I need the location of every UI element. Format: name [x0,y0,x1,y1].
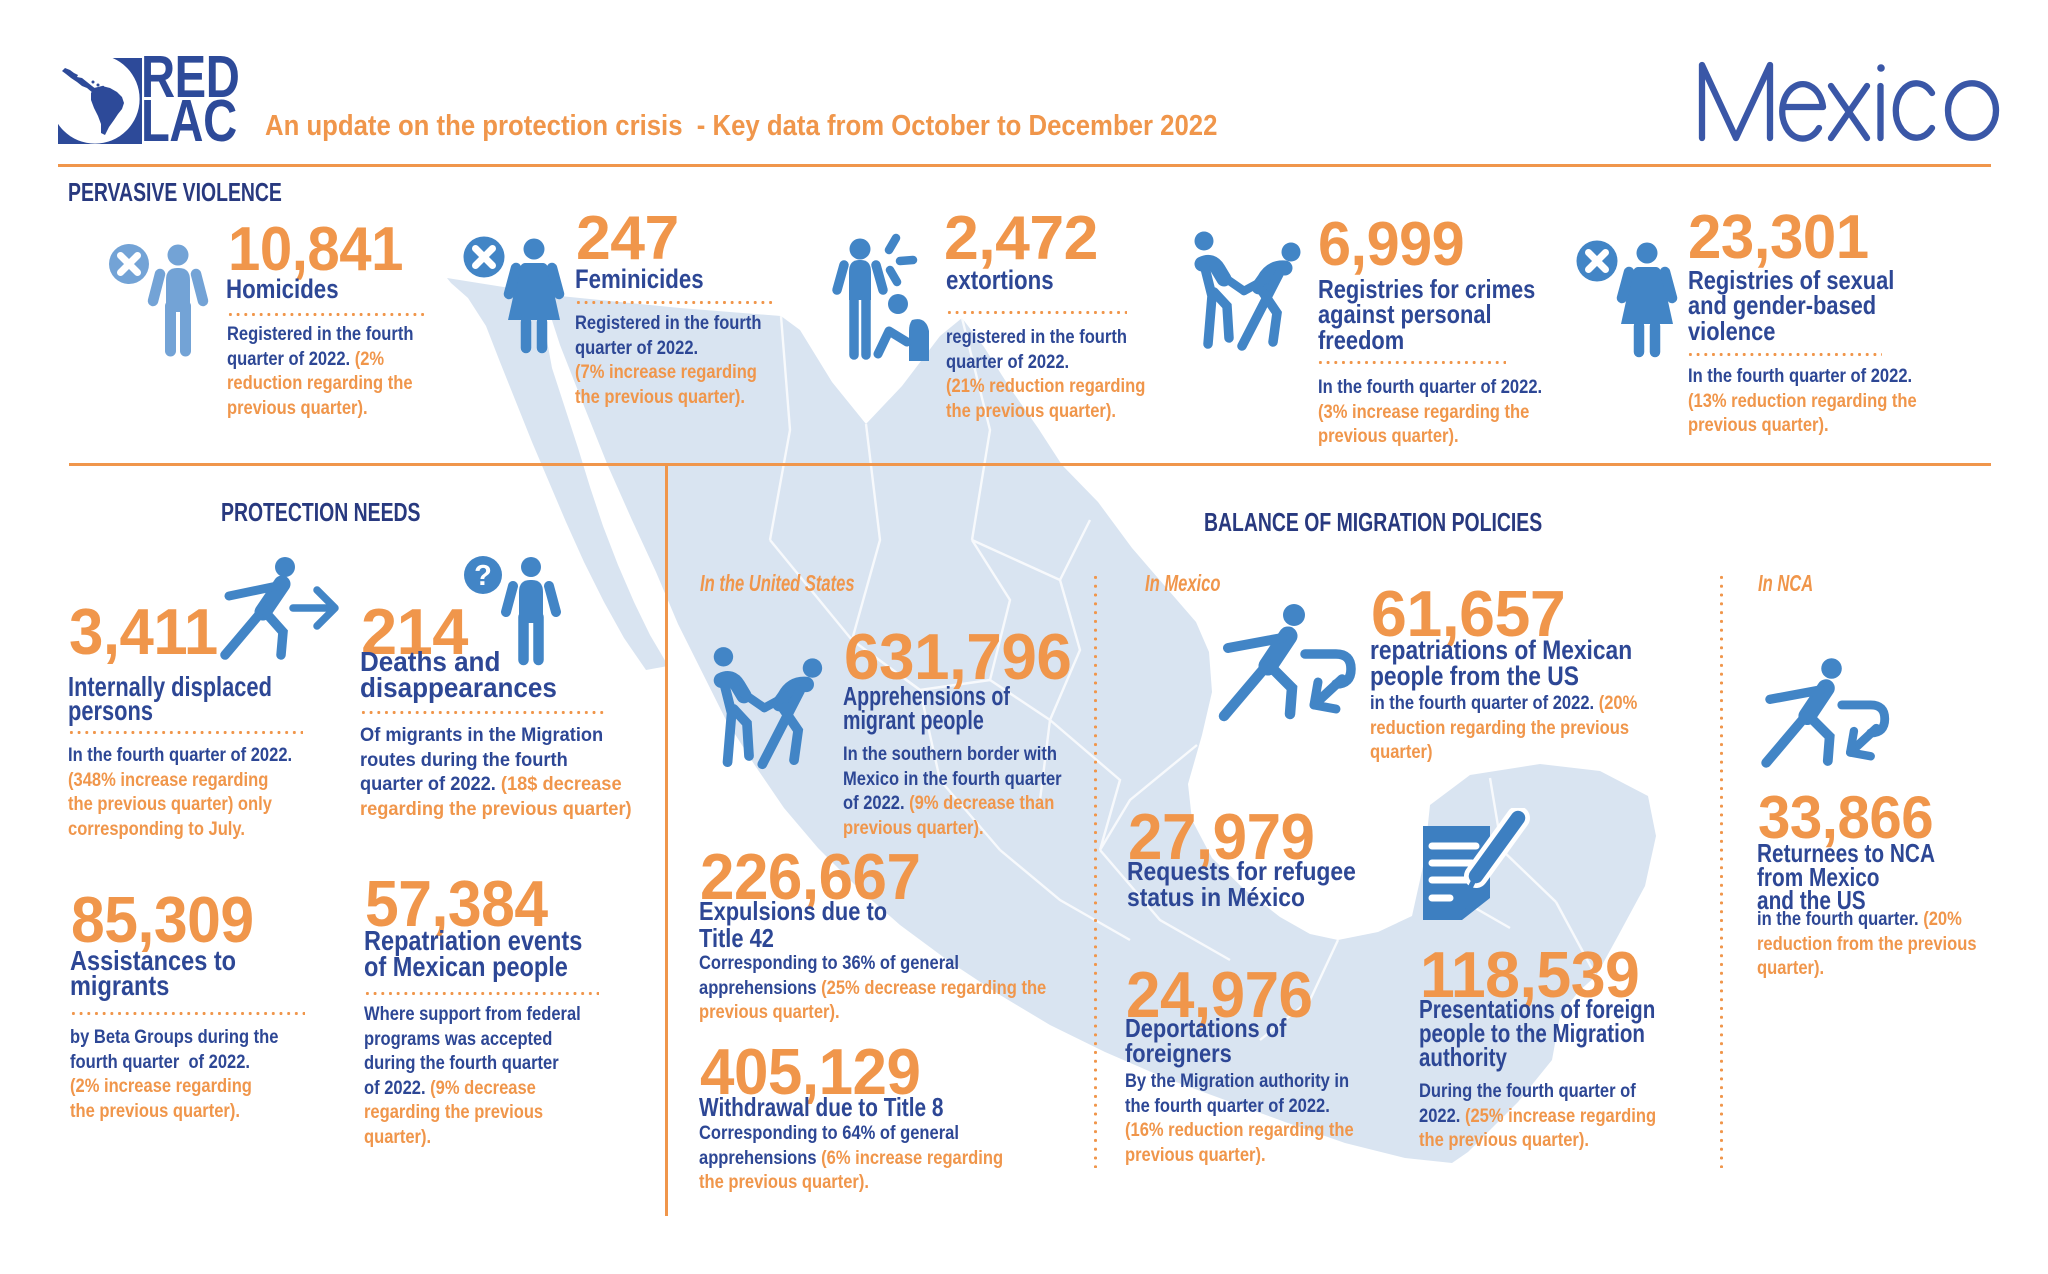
svg-text:?: ? [474,560,492,592]
